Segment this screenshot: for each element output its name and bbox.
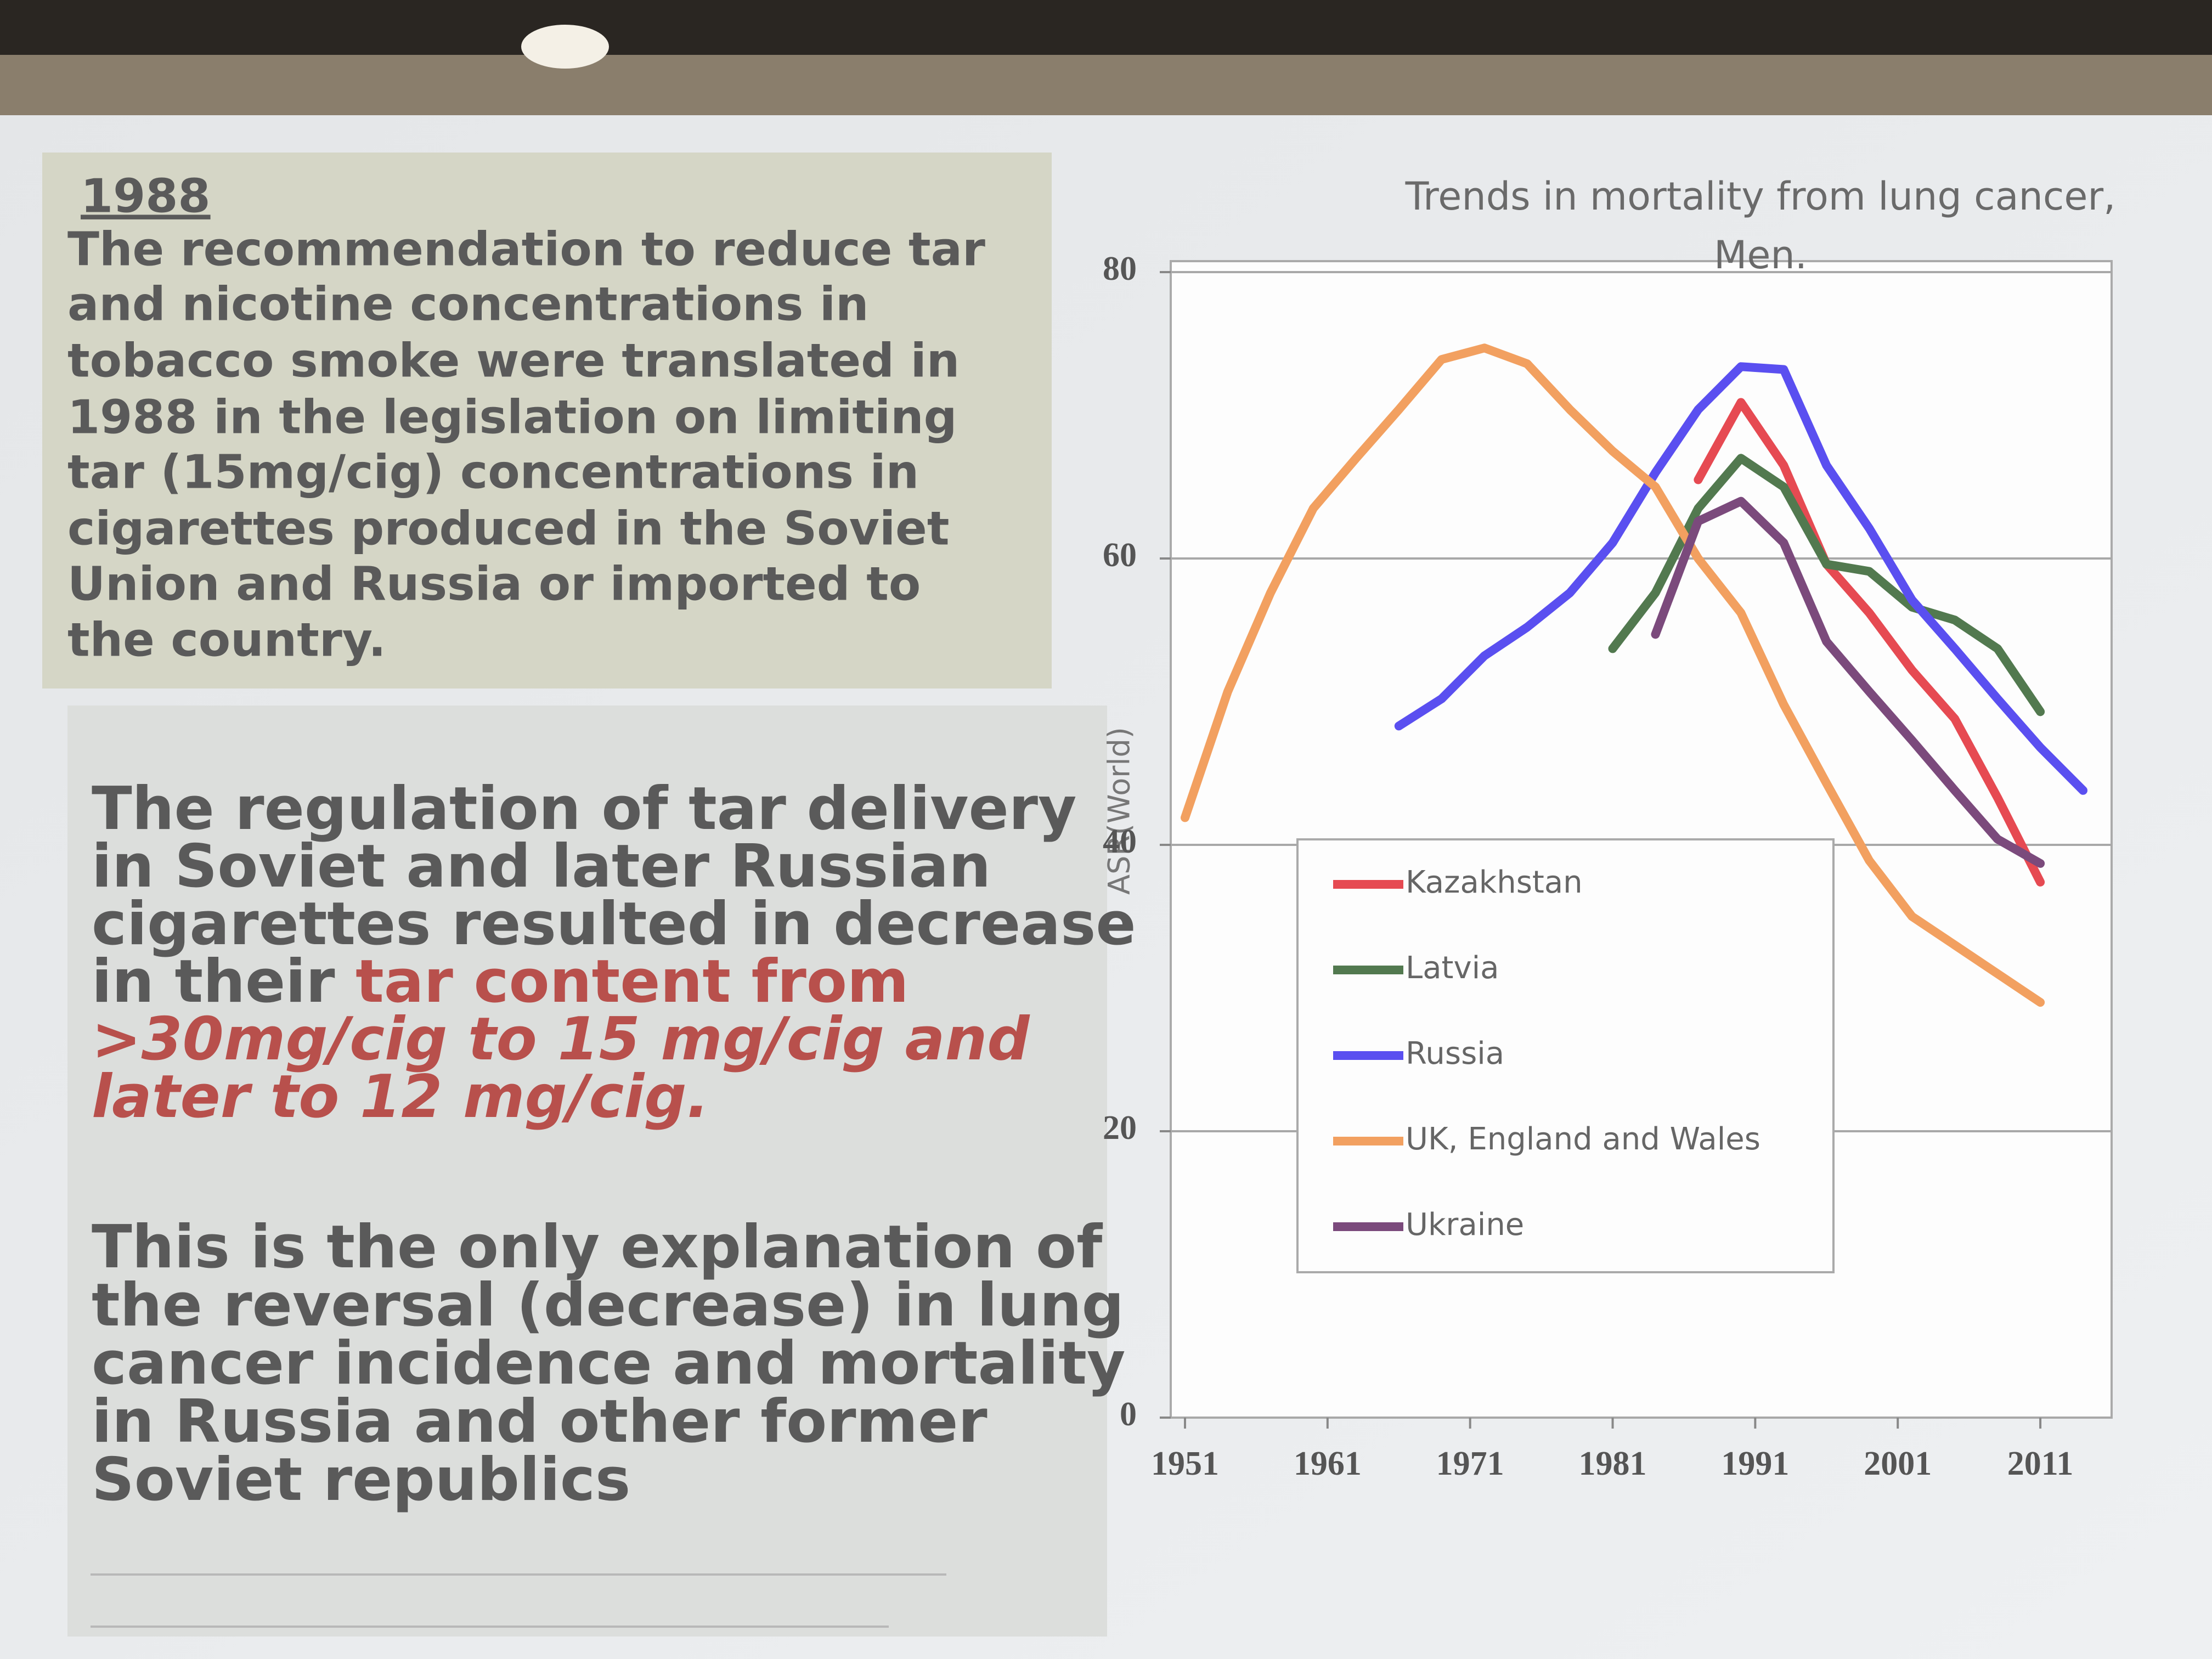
x-tick-label: 1961 <box>1294 1445 1362 1482</box>
box1-line: tar (15mg/cig) concentrations in <box>67 445 919 499</box>
box1-line: The recommendation to reduce tar <box>67 222 985 276</box>
series-line <box>1651 496 2045 868</box>
box1-line: and nicotine concentrations in <box>67 277 869 331</box>
x-tick-label: 2001 <box>1864 1445 1932 1482</box>
text-box-1 <box>42 153 1052 689</box>
text-run: tar content from <box>356 947 909 1016</box>
box1-line: the country. <box>67 613 386 667</box>
box2-line: in Russia and other former <box>92 1387 988 1456</box>
text-box-2 <box>67 706 1107 1637</box>
box2-line: Soviet republics <box>92 1446 630 1514</box>
stage-light <box>521 25 609 69</box>
y-tick-label: 40 <box>1103 823 1137 860</box>
box1-line: cigarettes produced in the Soviet <box>67 501 949 556</box>
chart: ASR(World) Trends in mortality from lung… <box>1102 174 2116 1482</box>
legend-label: Russia <box>1406 1036 1504 1071</box>
legend-label: Latvia <box>1406 950 1499 986</box>
box2-line: in their tar content from <box>92 947 909 1016</box>
legend-label: UK, England and Wales <box>1406 1121 1760 1157</box>
x-tick-label: 1951 <box>1151 1445 1219 1482</box>
box2-line: cigarettes resulted in decrease <box>92 890 1136 958</box>
box2-line: in Soviet and later Russian <box>92 832 991 901</box>
series-line <box>1694 398 2045 887</box>
y-tick-label: 60 <box>1103 537 1137 574</box>
y-tick-label: 80 <box>1103 250 1137 287</box>
x-tick-label: 1991 <box>1721 1445 1789 1482</box>
series-line <box>1394 362 2087 795</box>
box2-line: The regulation of tar delivery <box>92 775 1076 843</box>
legend-label: Ukraine <box>1406 1207 1524 1243</box>
x-tick-label: 1981 <box>1579 1445 1647 1482</box>
box2-line: later to 12 mg/cig. <box>92 1063 709 1131</box>
screen-top-edge <box>0 55 2212 115</box>
text-run: cigarettes resulted in decrease <box>92 890 1136 958</box>
box1-line: tobacco smoke were translated in <box>67 334 960 388</box>
ceiling <box>0 0 2212 60</box>
legend-label: Kazakhstan <box>1406 865 1583 900</box>
box2-line: >30mg/cig to 15 mg/cig and <box>92 1005 1030 1074</box>
box2-line: cancer incidence and mortality <box>92 1329 1125 1398</box>
y-axis-label: ASR(World) <box>1102 727 1137 895</box>
box2-line: This is the only explanation of <box>92 1213 1103 1282</box>
chart-title: Trends in mortality from lung cancer, <box>1405 174 2116 219</box>
box2-line: the reversal (decrease) in lung <box>92 1271 1124 1340</box>
y-tick-label: 0 <box>1120 1396 1137 1433</box>
box1-line: Union and Russia or imported to <box>67 557 921 611</box>
text-run: in their <box>92 947 356 1016</box>
text-run: The regulation of tar delivery <box>92 775 1076 843</box>
box1-line: 1988 in the legislation on limiting <box>67 390 957 444</box>
x-tick-label: 1971 <box>1436 1445 1504 1482</box>
chart-title: Men. <box>1714 233 1807 278</box>
box-heading: 1988 <box>81 169 211 223</box>
series-line <box>1181 343 2045 1007</box>
x-tick-label: 2011 <box>2007 1445 2074 1482</box>
text-run: >30mg/cig to 15 mg/cig and <box>92 1005 1030 1074</box>
y-tick-label: 20 <box>1103 1109 1137 1147</box>
text-run: in Soviet and later Russian <box>92 832 991 901</box>
text-run: later to 12 mg/cig. <box>92 1063 709 1131</box>
